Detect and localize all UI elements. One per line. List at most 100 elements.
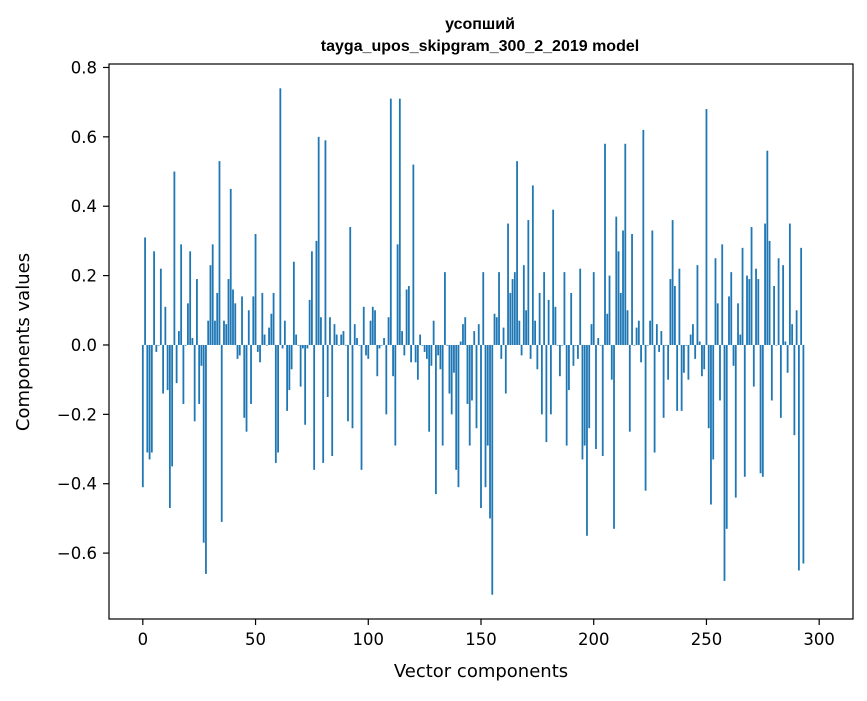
bar-70 bbox=[299, 344, 302, 387]
bar-253 bbox=[712, 344, 715, 460]
bar-172 bbox=[529, 344, 532, 359]
bar-258 bbox=[723, 344, 726, 581]
bar-222 bbox=[642, 129, 645, 345]
bar-167 bbox=[518, 320, 521, 345]
bar-82 bbox=[326, 344, 329, 397]
bar-229 bbox=[658, 344, 661, 352]
bar-210 bbox=[615, 216, 618, 345]
bar-61 bbox=[279, 88, 282, 345]
bar-26 bbox=[200, 344, 203, 366]
bar-185 bbox=[559, 344, 561, 377]
bar-255 bbox=[716, 303, 719, 345]
bar-268 bbox=[746, 275, 748, 345]
bar-228 bbox=[655, 324, 658, 345]
bar-154 bbox=[489, 344, 491, 519]
bar-87 bbox=[338, 344, 340, 346]
bar-123 bbox=[419, 334, 422, 345]
bar-9 bbox=[162, 344, 165, 394]
bar-256 bbox=[719, 344, 721, 401]
bar-205 bbox=[604, 143, 606, 345]
bar-91 bbox=[347, 344, 349, 422]
bar-201 bbox=[595, 344, 597, 450]
bar-242 bbox=[687, 344, 690, 380]
bar-48 bbox=[250, 344, 252, 404]
bar-280 bbox=[773, 286, 775, 345]
bar-246 bbox=[696, 265, 699, 345]
bar-289 bbox=[793, 344, 796, 436]
bar-2 bbox=[146, 344, 149, 453]
bar-126 bbox=[425, 344, 428, 359]
bar-56 bbox=[268, 327, 270, 345]
bar-40 bbox=[232, 289, 234, 345]
bar-19 bbox=[184, 344, 187, 346]
bar-98 bbox=[362, 306, 365, 345]
bar-234 bbox=[669, 279, 672, 345]
bar-71 bbox=[301, 344, 304, 349]
bar-170 bbox=[525, 310, 527, 345]
bar-80 bbox=[322, 344, 325, 463]
bar-285 bbox=[784, 341, 787, 345]
bar-239 bbox=[680, 344, 683, 411]
bar-206 bbox=[606, 313, 609, 345]
bar-225 bbox=[649, 320, 651, 345]
bar-65 bbox=[288, 344, 291, 391]
x-tick-label-100: 100 bbox=[353, 630, 385, 649]
bar-88 bbox=[340, 334, 343, 345]
bar-38 bbox=[227, 279, 230, 345]
y-axis-label: Components values bbox=[13, 253, 34, 431]
bar-133 bbox=[441, 344, 444, 446]
bar-0 bbox=[141, 344, 144, 488]
bar-202 bbox=[597, 338, 600, 345]
bar-81 bbox=[324, 140, 327, 345]
bar-214 bbox=[624, 143, 627, 345]
bar-257 bbox=[721, 244, 724, 345]
bar-113 bbox=[396, 244, 399, 345]
x-tick-label-0: 0 bbox=[138, 630, 149, 649]
x-tick-label-300: 300 bbox=[803, 630, 835, 649]
bar-116 bbox=[403, 344, 406, 356]
bar-200 bbox=[592, 272, 595, 345]
bar-274 bbox=[759, 344, 762, 474]
bar-147 bbox=[473, 331, 476, 345]
bar-101 bbox=[369, 320, 372, 345]
bar-212 bbox=[619, 292, 622, 345]
bar-77 bbox=[315, 240, 318, 345]
bar-290 bbox=[795, 310, 798, 345]
bar-270 bbox=[750, 227, 753, 345]
bar-265 bbox=[739, 334, 742, 345]
bar-241 bbox=[685, 344, 688, 346]
bar-233 bbox=[667, 344, 670, 380]
bar-166 bbox=[516, 161, 518, 345]
bar-76 bbox=[313, 344, 316, 470]
bar-190 bbox=[570, 292, 573, 345]
bar-143 bbox=[464, 317, 467, 345]
bar-161 bbox=[504, 344, 507, 394]
bar-187 bbox=[563, 272, 566, 345]
bar-130 bbox=[435, 344, 437, 495]
bar-55 bbox=[265, 344, 268, 346]
bar-263 bbox=[734, 344, 737, 498]
y-tick-label-1: 0.6 bbox=[71, 128, 97, 147]
bar-67 bbox=[292, 261, 295, 345]
bar-128 bbox=[430, 344, 433, 366]
x-axis-ticks: 0 50 100 150 200 250 300 bbox=[138, 619, 835, 649]
bar-169 bbox=[522, 265, 525, 345]
bar-63 bbox=[283, 320, 286, 345]
bar-203 bbox=[599, 344, 602, 346]
bar-236 bbox=[673, 286, 676, 345]
bar-163 bbox=[509, 292, 512, 345]
bar-277 bbox=[766, 150, 769, 345]
bar-114 bbox=[398, 98, 401, 345]
bar-4 bbox=[150, 344, 153, 453]
bar-165 bbox=[513, 272, 516, 345]
bar-8 bbox=[159, 268, 162, 345]
bar-39 bbox=[229, 188, 232, 345]
bar-60 bbox=[277, 344, 279, 453]
bar-139 bbox=[455, 344, 458, 470]
bar-102 bbox=[371, 306, 374, 345]
bar-110 bbox=[389, 98, 392, 345]
bar-118 bbox=[407, 286, 410, 345]
bar-27 bbox=[202, 344, 205, 543]
bar-250 bbox=[705, 109, 708, 345]
bar-292 bbox=[800, 247, 803, 345]
